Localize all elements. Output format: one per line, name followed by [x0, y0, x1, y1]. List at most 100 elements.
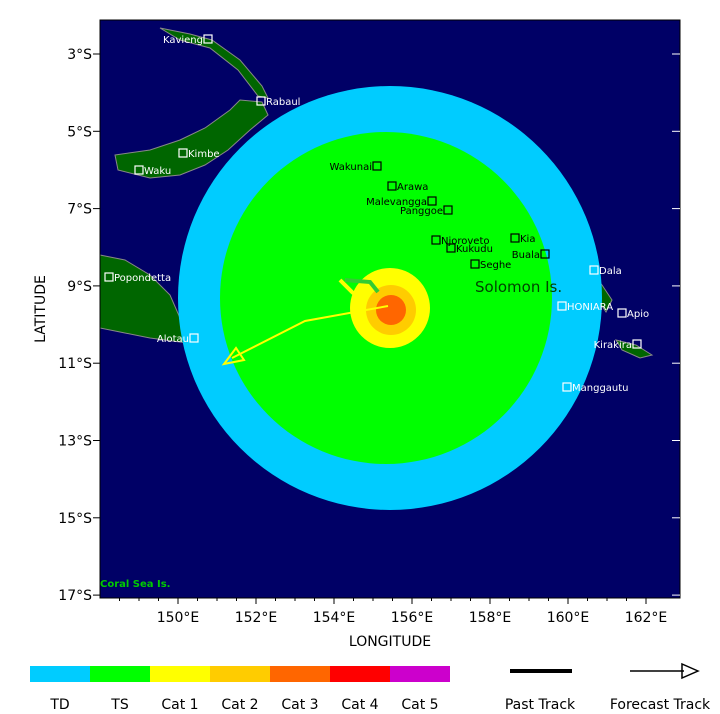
city-label: Njoroveto: [441, 236, 490, 247]
legend-label: Cat 5: [401, 697, 438, 710]
city-marker: Manggautu: [562, 382, 629, 394]
city-marker: Seghe: [470, 259, 511, 271]
city-marker: Alotau: [157, 333, 199, 345]
past-track: [338, 278, 380, 302]
lat-tick-label: 9°S: [67, 279, 92, 295]
city-label: HONIARA: [567, 302, 613, 313]
city-label: Kirakira: [594, 340, 632, 351]
city-label: Apio: [627, 309, 649, 320]
city-square-icon: [557, 301, 567, 311]
city-marker: Wakunai: [330, 161, 382, 173]
city-marker: Arawa: [387, 181, 428, 193]
city-label: Rabaul: [266, 97, 300, 108]
city-marker: Panggoe: [400, 205, 453, 217]
wind-zones: [178, 86, 602, 510]
legend-label: TS: [110, 697, 129, 710]
city-marker: Waku: [134, 165, 171, 177]
legend-swatch-ts: [90, 666, 150, 682]
lon-tick-label: 156°E: [391, 610, 434, 626]
legend-label: Cat 4: [341, 697, 378, 710]
city-marker: Kimbe: [178, 148, 220, 160]
forecast-arrowhead-icon: [221, 346, 246, 366]
legend: Past Track Forecast Track TD TS Cat 1 Cat 2…: [30, 662, 711, 713]
lat-tick-label: 17°S: [58, 588, 92, 604]
city-label: Kia: [520, 234, 535, 245]
lon-tick-label: 152°E: [235, 610, 278, 626]
city-square-icon: [589, 265, 599, 275]
city-marker: Kukudu: [446, 243, 493, 255]
lat-tick-label: 7°S: [67, 202, 92, 218]
lon-tick-label: 158°E: [469, 610, 512, 626]
city-square-icon: [431, 235, 441, 245]
city-square-icon: [427, 196, 437, 206]
city-marker: Rabaul: [256, 96, 300, 108]
forecast-track-line: [231, 305, 389, 359]
lat-tick-label: 15°S: [58, 511, 92, 527]
lat-tick-label: 13°S: [58, 434, 92, 450]
city-label: Arawa: [397, 182, 428, 193]
lon-tick-label: 154°E: [313, 610, 356, 626]
legend-swatch-td: [30, 666, 90, 682]
x-axis-label: LONGITUDE: [349, 634, 431, 650]
city-marker: Malevangga: [366, 196, 437, 208]
city-square-icon: [256, 96, 266, 106]
city-square-icon: [632, 339, 642, 349]
lat-tick-label: 11°S: [58, 356, 92, 372]
cities: Kavieng Rabaul Kimbe Waku Popondetta Alotau Wa…: [104, 34, 649, 394]
city-label: Manggautu: [572, 383, 629, 394]
city-square-icon: [510, 233, 520, 243]
city-marker: Kirakira: [594, 339, 642, 351]
city-marker: Popondetta: [104, 272, 171, 284]
city-label: Malevangga: [366, 197, 427, 208]
legend-label: TD: [49, 697, 69, 710]
axis-ticks: 150°E 152°E 154°E 156°E 158°E 160°E 162°E 3°S 5°…: [58, 47, 680, 626]
city-label: Alotau: [157, 334, 189, 345]
y-axis-label: LATITUDE: [33, 275, 49, 343]
legend-label: Cat 3: [281, 697, 318, 710]
city-square-icon: [189, 333, 199, 343]
city-square-icon: [104, 272, 114, 282]
forecast-arrow-icon: [681, 662, 700, 680]
city-label: Panggoe: [400, 206, 443, 217]
legend-label: Cat 2: [221, 697, 258, 710]
city-square-icon: [178, 148, 188, 158]
legend-swatch-cat-3: [270, 666, 330, 682]
lat-tick-label: 5°S: [67, 124, 92, 140]
past-track-label: Past Track: [505, 697, 576, 710]
city-marker: Apio: [617, 308, 649, 320]
city-label: Wakunai: [330, 162, 372, 173]
city-marker: Buala: [512, 249, 550, 261]
new-ireland: [159, 27, 269, 99]
city-marker: Njoroveto: [431, 235, 490, 247]
past-track-line: [344, 278, 380, 294]
city-square-icon: [443, 205, 453, 215]
city-marker: HONIARA: [557, 301, 613, 313]
legend-swatch-cat-1: [150, 666, 210, 682]
city-square-icon: [203, 34, 213, 44]
city-square-icon: [470, 259, 480, 269]
city-marker: Kia: [510, 233, 535, 245]
legend-swatch-cat-4: [330, 666, 390, 682]
lat-tick-label: 3°S: [67, 47, 92, 63]
city-square-icon: [134, 165, 144, 175]
lon-tick-label: 160°E: [547, 610, 590, 626]
city-label: Kukudu: [456, 244, 493, 255]
city-label: Popondetta: [114, 273, 171, 284]
legend-swatch-cat-2: [210, 666, 270, 682]
forecast-track: [221, 305, 389, 366]
map-frame: [99, 19, 681, 599]
legend-label: Cat 1: [161, 697, 198, 710]
city-label: Buala: [512, 250, 540, 261]
region-label: Solomon Is.: [475, 278, 562, 296]
new-britain: [114, 99, 269, 179]
legend-swatch-cat-5: [390, 666, 450, 682]
city-square-icon: [617, 308, 627, 318]
city-label: Kavieng: [163, 35, 203, 46]
city-square-icon: [446, 243, 456, 253]
city-label: Seghe: [480, 260, 511, 271]
wind-zone-cat-3: [376, 295, 406, 325]
past-track-line: [338, 278, 364, 302]
lon-tick-label: 162°E: [625, 610, 668, 626]
city-square-icon: [372, 161, 382, 171]
